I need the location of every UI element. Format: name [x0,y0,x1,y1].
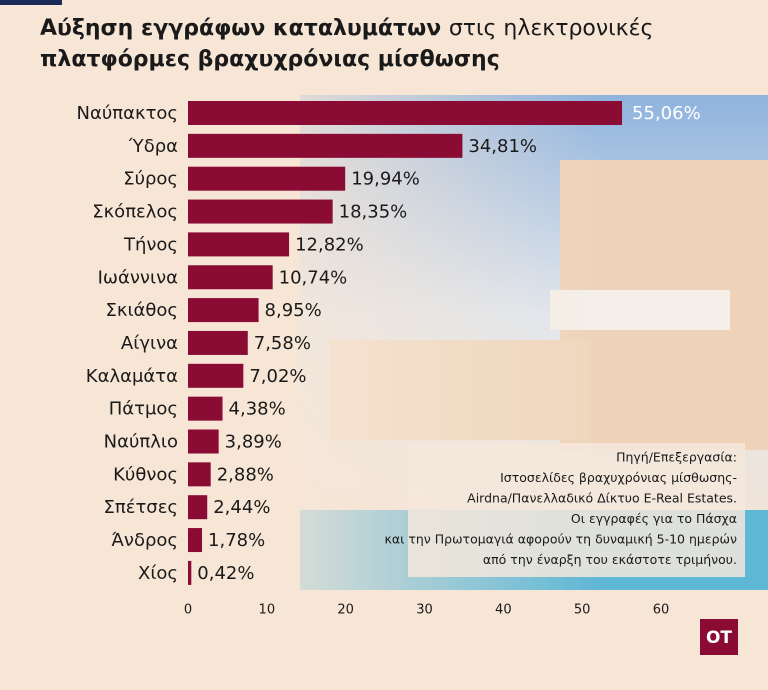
value-label: 12,82% [295,234,364,255]
bar [188,396,223,421]
source-line: Οι εγγραφές για το Πάσχα [571,511,737,526]
category-label: Σκιάθος [105,300,178,321]
bar [188,101,623,125]
bar [188,363,244,388]
value-label: 18,35% [339,202,408,223]
x-tick-label: 20 [337,603,354,618]
value-label: 7,02% [249,366,306,387]
title-part: στις ηλεκτρονικές [449,16,654,41]
bar [188,232,290,257]
x-tick-label: 0 [184,603,192,618]
value-label: 55,06% [632,103,701,124]
category-label: Σκόπελος [92,202,178,223]
value-label: 2,44% [213,497,270,518]
title-part: Αύξηση εγγράφων καταλυμάτων [40,16,441,41]
category-label: Χίος [138,563,178,584]
value-label: 10,74% [279,267,348,288]
category-label: Ναύπακτος [77,103,178,124]
value-label: 3,89% [225,432,282,453]
value-label: 34,81% [468,136,537,157]
value-label: 7,58% [254,333,311,354]
category-label: Σπέτσες [104,497,178,518]
x-tick-label: 60 [653,603,670,618]
category-label: Αίγινα [121,333,178,354]
x-tick-label: 10 [259,603,276,618]
top-accent [0,0,62,5]
logo: ΟΤ [706,628,732,648]
source-box [408,443,745,577]
bar [188,166,346,191]
category-label: Πάτμος [109,399,178,420]
x-tick-label: 40 [495,603,512,618]
value-label: 19,94% [351,169,420,190]
category-label: Σύρος [123,169,178,190]
source-line: Ιστοσελίδες βραχυχρόνιας μίσθωσης- [500,470,737,485]
bar [188,298,259,323]
bar [188,330,248,355]
source-line: Πηγή/Επεξεργασία: [616,450,737,465]
source-line: Airdna/Πανελλαδικό Δίκτυο E-Real Estates… [467,491,737,506]
value-label: 1,78% [208,530,265,551]
value-label: 0,42% [197,563,254,584]
bar [188,528,203,553]
source-line: από την έναρξη του εκάστοτε τριμήνου. [483,552,737,567]
value-label: 2,88% [217,464,274,485]
category-label: Τήνος [123,234,178,255]
bar [188,199,333,224]
x-tick-label: 30 [416,603,433,618]
title-line-2: πλατφόρμες βραχυχρόνιας μίσθωσης [40,47,500,72]
category-label: Κύθνος [113,464,178,485]
source-note: Πηγή/Επεξεργασία: Ιστοσελίδες βραχυχρόνια… [385,450,737,568]
bar [188,133,463,158]
category-label: Ιωάννινα [98,267,178,288]
bar [188,560,192,585]
bar [188,265,273,290]
bar [188,429,219,454]
category-label: Άνδρος [111,530,178,551]
category-label: Καλαμάτα [86,366,178,387]
title-line-1: Αύξηση εγγράφων καταλυμάτων στις ηλεκτρο… [40,16,653,41]
category-label: Ύδρα [128,136,178,157]
category-label: Ναύπλιο [104,432,178,453]
logo-box [700,619,738,655]
x-tick-label: 50 [574,603,591,618]
bar [188,462,211,487]
source-line: και την Πρωτομαγιά αφορούν τη δυναμική 5… [385,532,737,547]
value-label: 4,38% [229,399,286,420]
bar [188,495,208,520]
value-label: 8,95% [265,300,322,321]
